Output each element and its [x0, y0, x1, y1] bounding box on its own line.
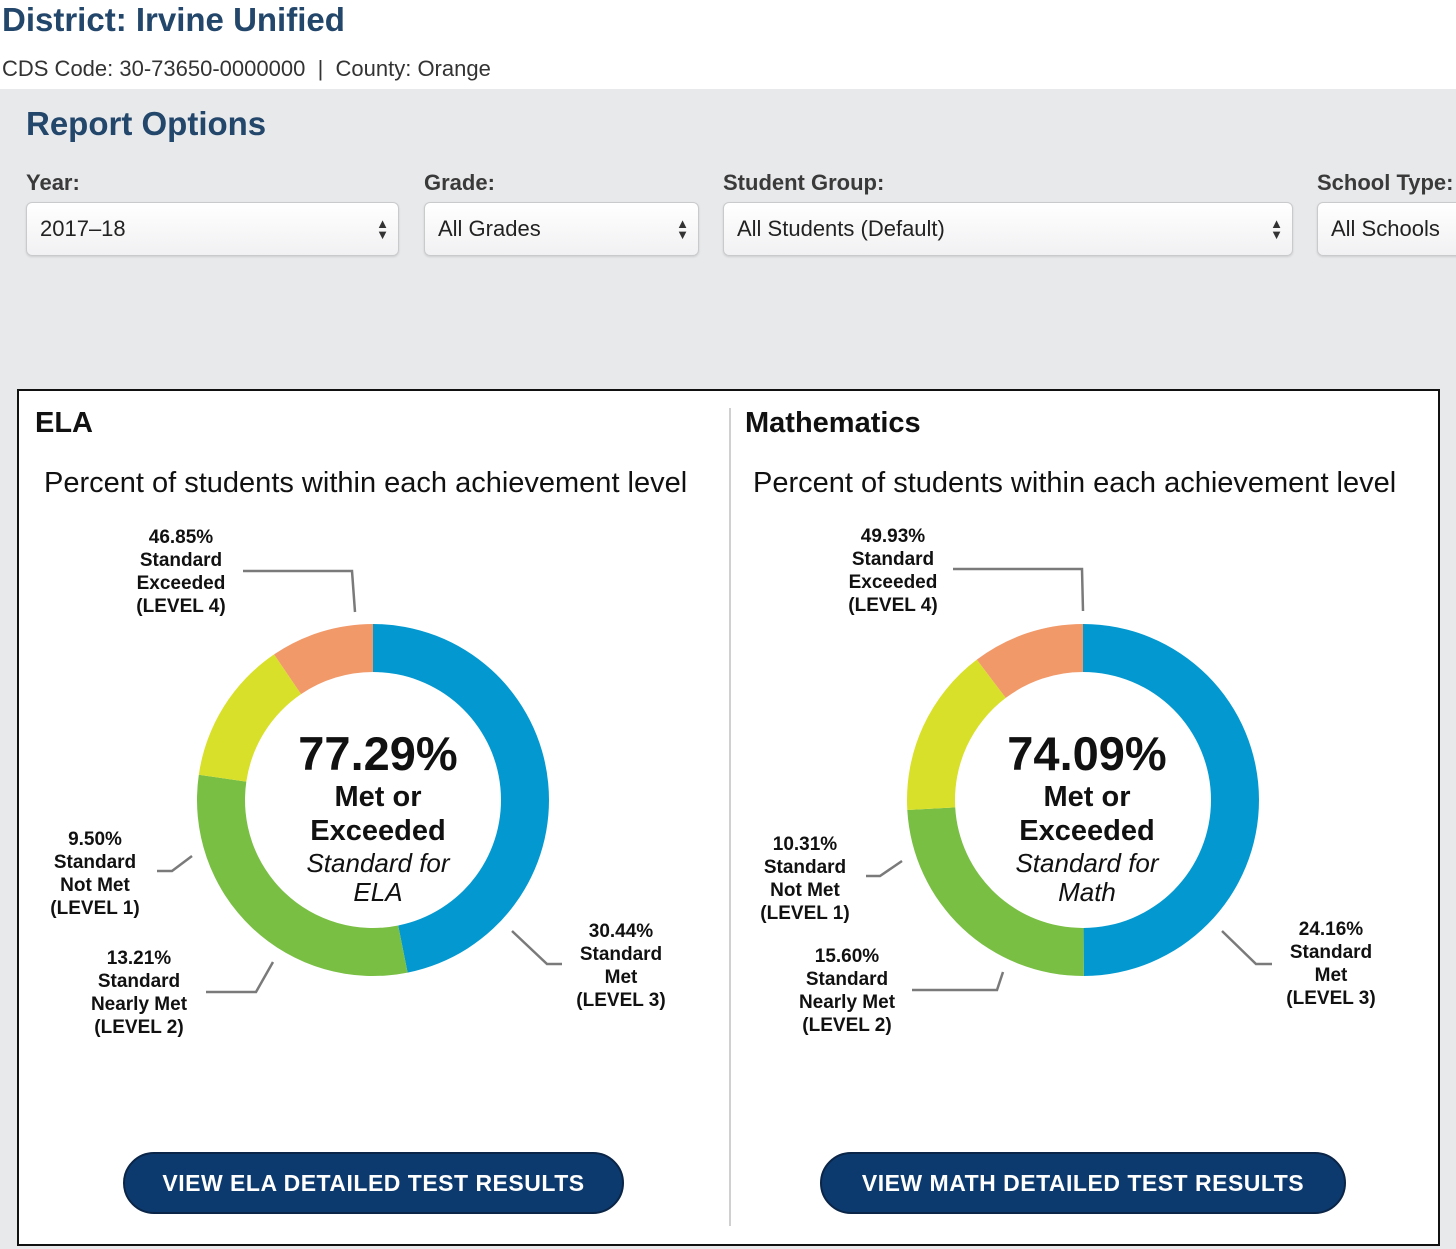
- select-arrows-icon: ▲ ▼: [676, 216, 689, 242]
- center-label: ELA: [353, 877, 402, 907]
- donut-slice-level-1: [976, 624, 1083, 698]
- slice-data-label: 9.50% Standard Not Met (LEVEL 1): [50, 829, 139, 919]
- school-type-select-value: All Schools: [1331, 216, 1440, 241]
- math-chart-title: Percent of students within each achievem…: [753, 467, 1397, 499]
- donut-slice-level-2: [198, 654, 302, 782]
- donut-slice-level-2: [906, 659, 1006, 811]
- student-group-label: Student Group:: [723, 170, 885, 195]
- year-label: Year:: [26, 170, 80, 195]
- leader-line: [243, 569, 357, 613]
- leader-line: [866, 859, 903, 878]
- view-ela-results-button[interactable]: VIEW ELA DETAILED TEST RESULTS: [123, 1152, 624, 1214]
- select-arrows-icon: ▲ ▼: [376, 216, 389, 242]
- math-subject-heading: Mathematics: [745, 407, 921, 439]
- ela-chart-title: Percent of students within each achievem…: [44, 467, 688, 499]
- panel-divider: [729, 408, 731, 1226]
- donut-slice-level-4: [1083, 624, 1259, 976]
- student-group-select[interactable]: All Students (Default) ▲ ▼: [723, 202, 1293, 256]
- view-math-results-button[interactable]: VIEW MATH DETAILED TEST RESULTS: [820, 1152, 1346, 1214]
- center-label: Standard for: [306, 848, 450, 878]
- donut-slice-level-3: [907, 807, 1084, 976]
- school-type-label: School Type:: [1317, 170, 1454, 195]
- select-arrows-icon: ▲ ▼: [1270, 216, 1283, 242]
- center-percent: 74.09%: [1007, 727, 1166, 780]
- slice-data-label: 30.44% Standard Met (LEVEL 3): [576, 921, 665, 1011]
- center-label: Math: [1058, 877, 1116, 907]
- year-select[interactable]: 2017–18 ▲ ▼: [26, 202, 399, 256]
- center-percent: 77.29%: [298, 727, 457, 780]
- district-title: District: Irvine Unified: [2, 1, 345, 38]
- district-meta: CDS Code: 30-73650-0000000 | County: Ora…: [2, 55, 491, 83]
- donut-slice-level-3: [197, 774, 408, 976]
- slice-data-label: 49.93% Standard Exceeded (LEVEL 4): [848, 526, 937, 616]
- leader-line: [953, 567, 1085, 612]
- center-label: Standard for: [1015, 848, 1159, 878]
- donut-slice-level-4: [373, 624, 549, 973]
- leader-line: [511, 930, 562, 966]
- cds-code: CDS Code: 30-73650-0000000: [2, 56, 306, 81]
- county: County: Orange: [335, 56, 491, 81]
- center-label: Met or: [335, 781, 422, 813]
- donut-slice-level-1: [274, 624, 373, 695]
- leader-line: [206, 961, 275, 994]
- center-label: Met or: [1044, 781, 1131, 813]
- center-label: Exceeded: [310, 815, 445, 847]
- slice-data-label: 24.16% Standard Met (LEVEL 3): [1286, 919, 1375, 1009]
- grade-label: Grade:: [424, 170, 495, 195]
- slice-data-label: 10.31% Standard Not Met (LEVEL 1): [760, 834, 849, 924]
- leader-line: [1221, 930, 1272, 966]
- leader-line: [157, 855, 193, 873]
- ela-subject-heading: ELA: [35, 407, 93, 439]
- meta-separator: |: [317, 56, 324, 81]
- grade-select-value: All Grades: [438, 216, 541, 241]
- school-type-select[interactable]: All Schools: [1317, 202, 1456, 256]
- year-select-value: 2017–18: [40, 216, 126, 241]
- center-label: Exceeded: [1019, 815, 1154, 847]
- report-options-title: Report Options: [26, 105, 267, 142]
- grade-select[interactable]: All Grades ▲ ▼: [424, 202, 699, 256]
- results-panel: [17, 389, 1440, 1246]
- slice-data-label: 46.85% Standard Exceeded (LEVEL 4): [136, 527, 225, 617]
- leader-line: [912, 971, 1005, 992]
- slice-data-label: 13.21% Standard Nearly Met (LEVEL 2): [91, 948, 188, 1038]
- student-group-select-value: All Students (Default): [737, 216, 945, 241]
- slice-data-label: 15.60% Standard Nearly Met (LEVEL 2): [799, 946, 896, 1036]
